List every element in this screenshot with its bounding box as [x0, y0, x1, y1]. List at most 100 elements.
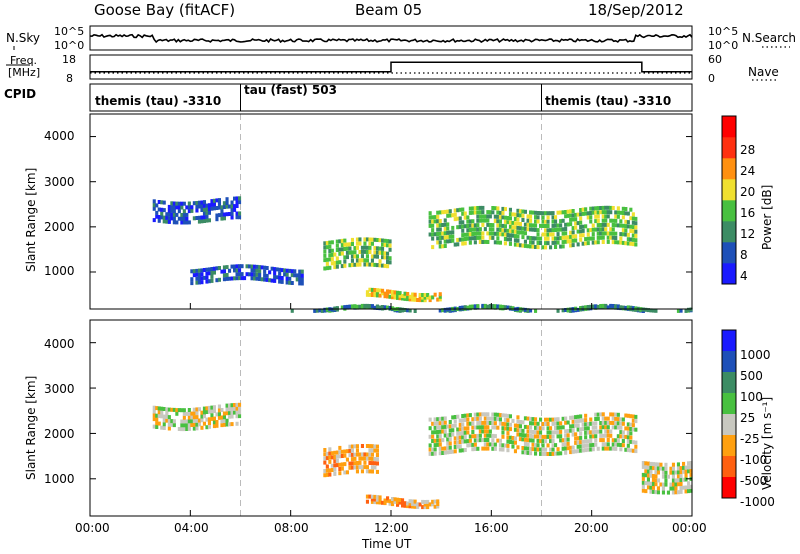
power-cell — [503, 305, 507, 310]
power-cell — [408, 297, 412, 302]
velocity-cell — [679, 482, 683, 486]
power-cell — [461, 233, 465, 238]
power-cell — [586, 236, 590, 241]
velocity-cell — [624, 413, 628, 418]
velocity-cell — [579, 444, 583, 449]
power-cell — [604, 303, 608, 308]
velocity-cell — [546, 422, 550, 426]
velocity-cell — [431, 421, 435, 426]
power-cell — [441, 308, 445, 313]
velocity-cell — [197, 422, 201, 427]
velocity-cell — [157, 414, 161, 418]
power-cell — [473, 223, 477, 228]
velocity-cell — [689, 465, 693, 469]
power-cell — [197, 204, 201, 209]
velocity-cell — [468, 434, 472, 439]
velocity-cell — [433, 451, 437, 456]
velocity-cell — [365, 465, 369, 470]
velocity-cell — [235, 421, 239, 426]
power-cell — [534, 210, 538, 215]
velocity-cell — [431, 499, 435, 504]
velocity-cell — [431, 451, 435, 456]
power-cell — [323, 307, 327, 312]
velocity-cell — [559, 429, 563, 434]
power-cell — [496, 240, 500, 245]
velocity-cell — [654, 478, 658, 483]
power-cell — [501, 304, 505, 309]
velocity-cell — [345, 449, 349, 454]
power-cell — [365, 303, 369, 308]
power-cell — [621, 232, 625, 237]
power-cell — [501, 206, 505, 211]
velocity-cell — [466, 426, 470, 431]
power-cell — [165, 215, 169, 220]
velocity-cell — [689, 461, 693, 465]
power-cell — [230, 204, 234, 209]
power-cell — [569, 217, 573, 222]
velocity-cell — [338, 467, 342, 471]
velocity-cell — [481, 425, 485, 430]
velocity-cell — [596, 429, 600, 434]
velocity-cell — [664, 482, 668, 487]
velocity-band-0 — [152, 402, 242, 432]
power-cell — [386, 255, 390, 260]
velocity-cell — [471, 425, 475, 430]
velocity-cell — [330, 463, 334, 468]
power-cell — [190, 277, 194, 282]
velocity-cell — [330, 451, 334, 456]
power-cell — [207, 279, 211, 284]
velocity-cell — [355, 452, 359, 457]
velocity-cell — [453, 449, 457, 454]
velocity-cell — [521, 437, 525, 442]
velocity-cell — [574, 436, 578, 441]
power-cell — [192, 216, 196, 221]
velocity-cell — [217, 408, 221, 413]
velocity-cell — [689, 484, 693, 489]
velocity-colorbar-swatch — [722, 477, 736, 499]
power-cell — [433, 292, 437, 297]
velocity-cell — [468, 438, 472, 443]
power-cell — [651, 308, 655, 313]
velocity-cell — [508, 422, 512, 427]
velocity-cell — [549, 452, 553, 456]
power-cell — [513, 225, 517, 230]
power-cell — [571, 213, 575, 218]
power-cell — [431, 219, 435, 224]
power-cell — [478, 210, 482, 215]
power-cell — [436, 240, 440, 245]
power-cell — [609, 227, 613, 232]
velocity-cell — [217, 412, 221, 417]
power-cell — [192, 273, 196, 278]
velocity-cell — [355, 461, 359, 465]
power-cell — [566, 235, 570, 240]
power-cell — [340, 243, 344, 248]
power-cell — [192, 269, 196, 274]
power-cell — [255, 276, 259, 281]
velocity-cell — [599, 421, 603, 425]
power-cell — [333, 252, 337, 257]
power-cell — [629, 224, 633, 229]
power-cell — [378, 293, 382, 298]
velocity-cell — [238, 402, 242, 407]
velocity-cell — [551, 443, 555, 448]
power-cell — [383, 243, 387, 247]
power-cell — [375, 254, 379, 259]
power-cell — [288, 280, 292, 285]
velocity-cell — [333, 467, 337, 472]
power-cell — [263, 277, 267, 282]
velocity-cell — [483, 425, 487, 430]
velocity-cell — [157, 406, 161, 411]
velocity-cell — [493, 442, 497, 447]
power-cell — [215, 206, 219, 210]
power-cell — [534, 219, 538, 224]
velocity-cell — [661, 474, 665, 479]
power-cell — [461, 237, 465, 242]
power-cell — [508, 207, 512, 212]
velocity-cell — [594, 442, 598, 447]
power-cell — [383, 263, 387, 268]
power-cell — [606, 205, 610, 210]
power-cell — [398, 296, 402, 301]
power-cell — [634, 216, 638, 221]
velocity-cell — [551, 451, 555, 456]
power-cell — [549, 232, 553, 237]
